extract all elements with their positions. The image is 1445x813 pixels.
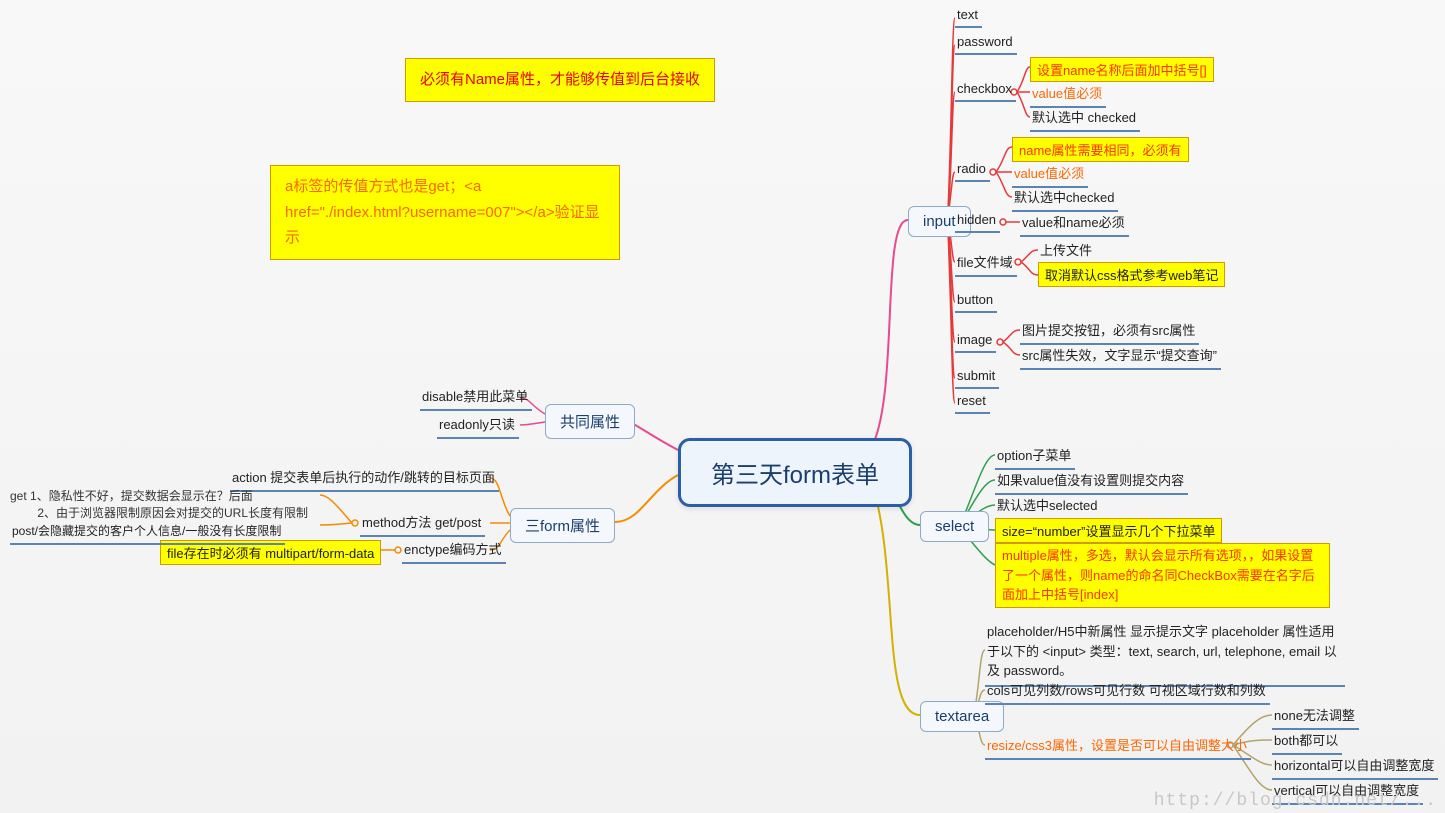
leaf-enctype: enctype编码方式 [402,537,506,564]
leaf-input-password: password [955,32,1017,55]
leaf-input-submit: submit [955,366,999,389]
leaf-input-hidden: hidden [955,210,1000,233]
leaf-input-button: button [955,290,997,313]
leaf-input-reset: reset [955,391,990,414]
leaf-input-text: text [955,5,982,28]
watermark: http://blog.csdn.net/... [1154,791,1437,811]
leaf-radio-name-hl: name属性需要相同，必须有 [1012,137,1189,162]
leaf-resize-horizontal: horizontal可以自由调整宽度 [1272,753,1438,780]
leaf-cb-name-hl: 设置name名称后面加中括号[] [1030,57,1214,82]
leaf-textarea-resize: resize/css3属性，设置是否可以自由调整大小 [985,733,1251,760]
leaf-file-css-hl: 取消默认css格式参考web笔记 [1038,262,1225,287]
leaf-get-note1: get 1、隐私性不好，提交数据会显示在？后面 [10,487,253,504]
leaf-input-checkbox: checkbox [955,79,1016,102]
leaf-method: method方法 get/post [360,510,485,537]
leaf-textarea-cols: cols可见列数/rows可见行数 可视区域行数和列数 [985,678,1270,705]
float-note-a-tag-get: a标签的传值方式也是get；<a href="./index.html?user… [270,165,620,260]
leaf-input-file: file文件域 [955,250,1017,277]
mindmap-canvas: 第三天form表单 必须有Name属性，才能够传值到后台接收 a标签的传值方式也… [0,0,1445,813]
branch-common-attrs[interactable]: 共同属性 [545,404,635,439]
leaf-action: action 提交表单后执行的动作/跳转的目标页面 [230,465,499,492]
leaf-select-selected: 默认选中selected [995,493,1101,520]
leaf-readonly: readonly只读 [437,412,519,439]
leaf-hidden-note: value和name必须 [1020,210,1129,237]
leaf-input-radio: radio [955,159,990,182]
root-node[interactable]: 第三天form表单 [678,438,912,507]
leaf-file-upload: 上传文件 [1038,238,1096,265]
leaf-select-size-hl: size=“number”设置显示几个下拉菜单 [995,518,1222,543]
branch-textarea[interactable]: textarea [920,701,1004,732]
branch-form-attrs[interactable]: 三form属性 [510,508,615,543]
leaf-get-note2: 2、由于浏览器限制原因会对提交的URL长度有限制 [10,504,308,521]
leaf-image-note2: src属性失效，文字显示“提交查询” [1020,343,1221,370]
leaf-select-novalue: 如果value值没有设置则提交内容 [995,468,1188,495]
branch-select[interactable]: select [920,511,989,542]
leaf-radio-value: value值必须 [1012,161,1088,188]
leaf-cb-checked: 默认选中 checked [1030,105,1140,132]
float-note-name-required: 必须有Name属性，才能够传值到后台接收 [405,58,715,102]
leaf-post-note: post/会隐藏提交的客户个人信息/一般没有长度限制 [10,520,285,545]
leaf-select-multiple-hl: multiple属性，多选，默认会显示所有选项，，如果设置了一个属性，则name… [995,543,1330,608]
leaf-radio-checked: 默认选中checked [1012,185,1118,212]
leaf-disable: disable禁用此菜单 [420,384,532,411]
leaf-textarea-placeholder: placeholder/H5中新属性 显示提示文字 placeholder 属性… [985,620,1345,687]
leaf-cb-value: value值必须 [1030,81,1106,108]
leaf-input-image: image [955,330,996,353]
leaf-select-option: option子菜单 [995,443,1075,470]
leaf-resize-none: none无法调整 [1272,703,1359,730]
leaf-image-note1: 图片提交按钮，必须有src属性 [1020,318,1199,345]
leaf-resize-both: both都可以 [1272,728,1342,755]
